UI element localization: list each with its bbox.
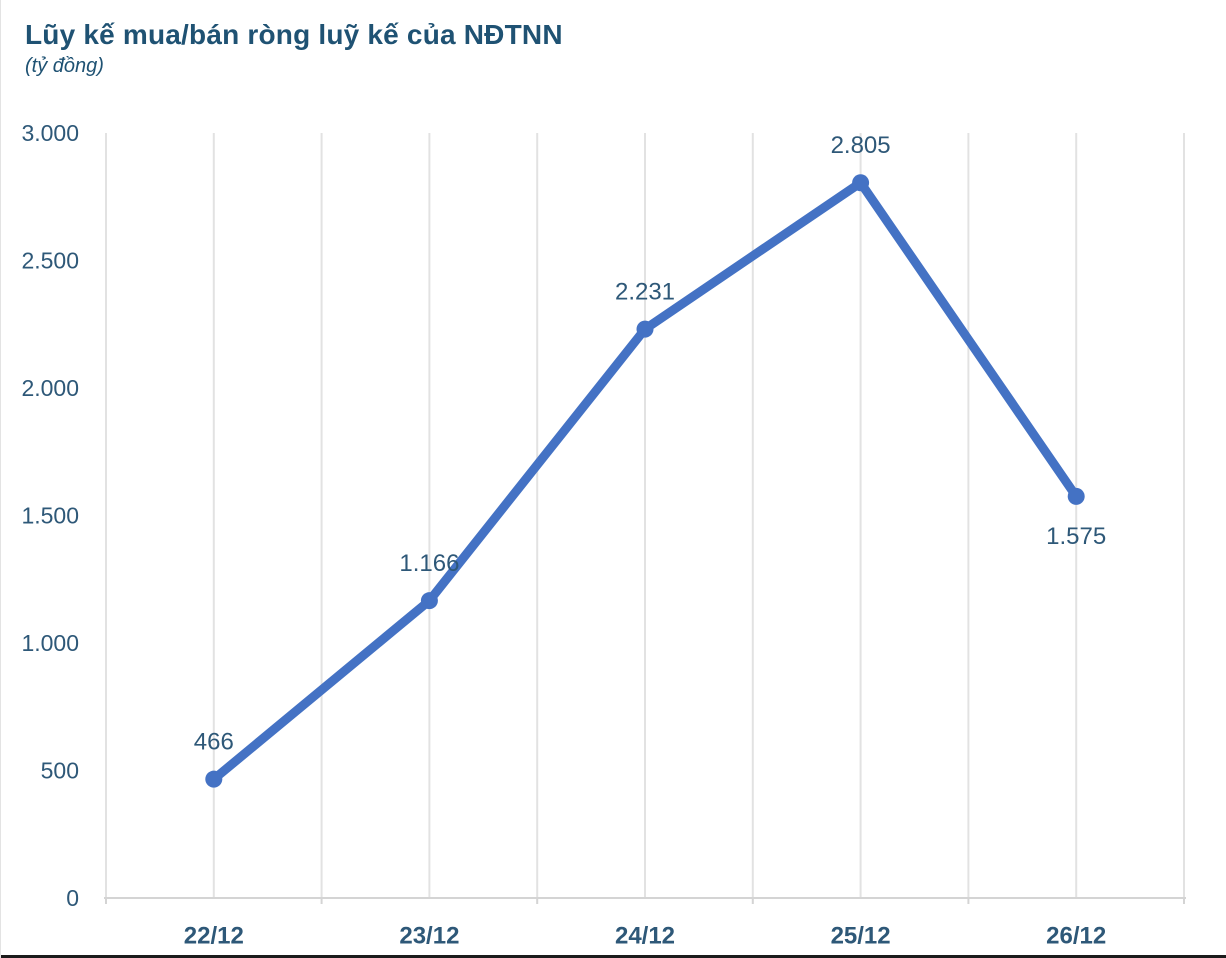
y-axis-label: 3.000	[21, 120, 79, 146]
data-point-label: 1.575	[1046, 523, 1106, 550]
x-axis-label: 26/12	[1046, 923, 1106, 950]
screenshot-bottom-border	[1, 955, 1226, 958]
y-axis-label: 0	[66, 885, 79, 911]
y-axis-label: 2.500	[21, 248, 79, 274]
data-point-marker	[1067, 487, 1085, 505]
y-axis-label: 2.000	[21, 375, 79, 401]
chart-title: Lũy kế mua/bán ròng luỹ kế của NĐTNN	[25, 19, 563, 50]
x-axis-label: 22/12	[184, 923, 244, 950]
data-point-marker	[852, 174, 870, 192]
y-axis-label: 1.000	[21, 630, 79, 656]
data-point-label: 1.166	[399, 550, 459, 577]
chart-subtitle: (tỷ đồng)	[25, 55, 104, 77]
y-axis-label: 500	[41, 758, 79, 784]
data-point-label: 2.231	[615, 279, 675, 306]
data-point-marker	[205, 770, 223, 788]
data-point-label: 466	[194, 729, 234, 756]
data-point-label: 2.805	[831, 132, 891, 159]
chart-header: Lũy kế mua/bán ròng luỹ kế của NĐTNN (tỷ…	[25, 18, 563, 78]
x-axis-label: 24/12	[615, 923, 675, 950]
data-point-marker	[636, 320, 654, 338]
x-axis-label: 25/12	[831, 923, 891, 950]
data-point-marker	[420, 592, 438, 610]
x-axis-label: 23/12	[399, 923, 459, 950]
y-axis-label: 1.500	[21, 503, 79, 529]
